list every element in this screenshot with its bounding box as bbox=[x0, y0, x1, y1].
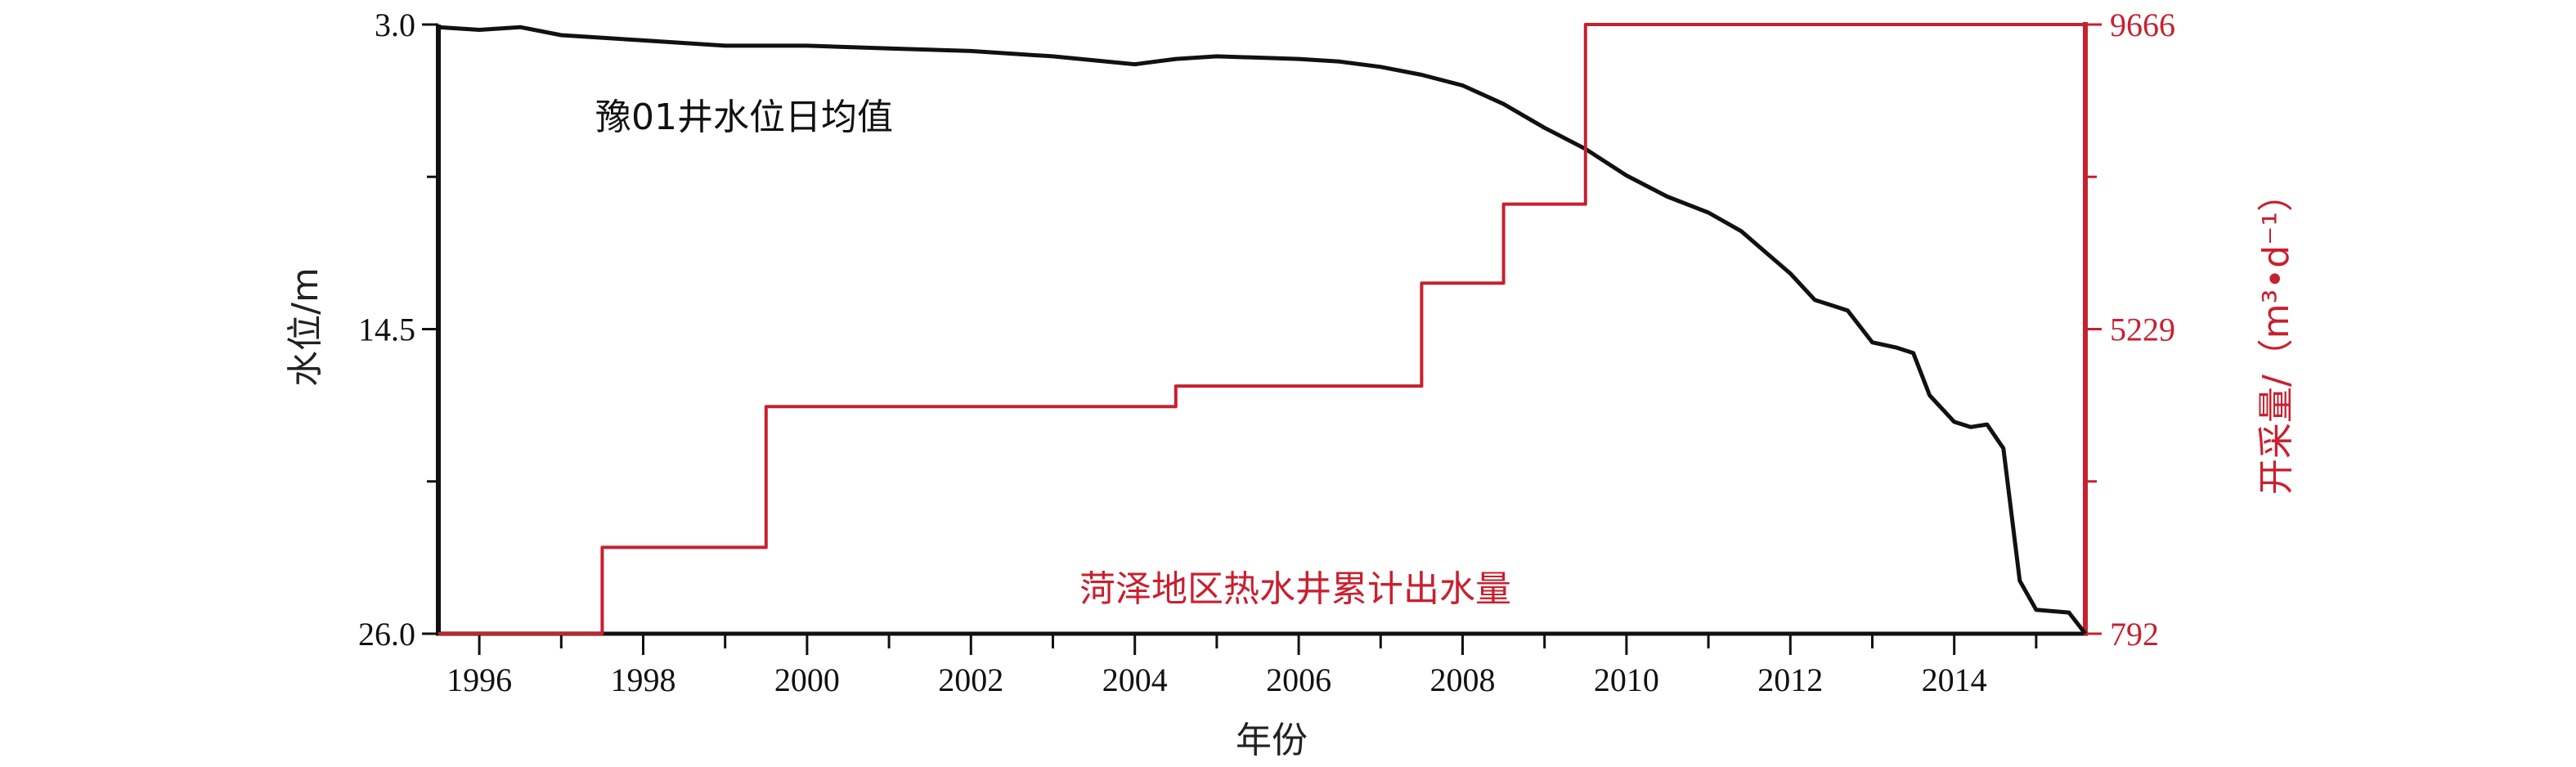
x-tick-label: 1996 bbox=[447, 662, 512, 698]
y-left-tick-label: 14.5 bbox=[358, 312, 415, 348]
y-right-tick-label: 792 bbox=[2110, 616, 2159, 653]
y-left-axis-title: 水位/m bbox=[285, 267, 326, 387]
labels: 年份 水位/m 开采量/（m³•d⁻¹） 豫01井水位日均值 菏泽地区热水井累计… bbox=[285, 96, 2297, 761]
y-right-tick-label: 9666 bbox=[2110, 7, 2175, 43]
yield-series-label: 菏泽地区热水井累计出水量 bbox=[1079, 568, 1511, 610]
x-tick-label: 2004 bbox=[1102, 662, 1168, 698]
x-axis-title: 年份 bbox=[1236, 720, 1308, 761]
water-level-series-label: 豫01井水位日均值 bbox=[595, 96, 893, 138]
x-tick-label: 2006 bbox=[1266, 662, 1331, 698]
water-level-line bbox=[438, 25, 2087, 635]
y-right-tick-label: 5229 bbox=[2110, 312, 2175, 348]
x-tick-label: 2014 bbox=[1922, 662, 1987, 698]
x-tick-label: 2002 bbox=[938, 662, 1003, 698]
y-right-axis-title: 开采量/（m³•d⁻¹） bbox=[2255, 176, 2297, 495]
x-tick-label: 2010 bbox=[1594, 662, 1659, 698]
x-tick-label: 2000 bbox=[774, 662, 840, 698]
y-left-tick-label: 3.0 bbox=[375, 7, 415, 43]
x-tick-label: 2008 bbox=[1429, 662, 1495, 698]
yield-step-line bbox=[438, 23, 2085, 635]
axes: 1996 1998 2000 2002 2004 2006 2008 2010 2012 2014… bbox=[358, 7, 2175, 698]
y-left-tick-label: 26.0 bbox=[358, 616, 415, 653]
x-tick-label: 1998 bbox=[610, 662, 675, 698]
x-tick-label: 2012 bbox=[1757, 662, 1823, 698]
series-layer bbox=[438, 23, 2087, 635]
